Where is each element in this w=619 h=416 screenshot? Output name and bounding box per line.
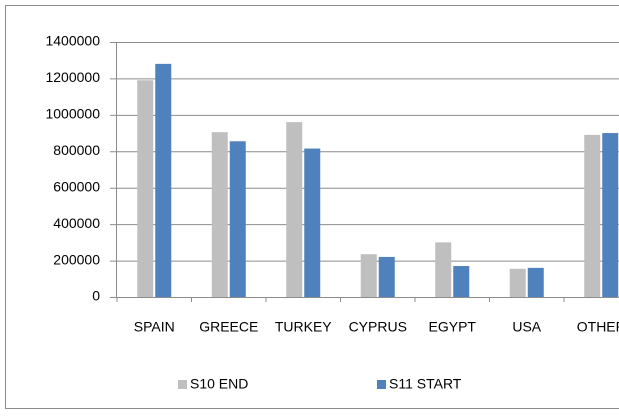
y-tick-label: 1000000: [45, 106, 100, 122]
bar: [509, 268, 526, 297]
legend-label: S11 START: [389, 376, 462, 392]
bar: [527, 267, 544, 297]
bar: [378, 256, 395, 297]
legend-label: S10 END: [190, 376, 248, 392]
bar: [584, 134, 601, 297]
legend-swatch: [377, 380, 386, 389]
bar: [360, 254, 377, 297]
bar: [229, 141, 246, 297]
bar: [155, 63, 172, 297]
x-tick-label: SPAIN: [134, 319, 175, 335]
y-tick-label: 400000: [53, 215, 100, 231]
bar: [435, 242, 452, 297]
x-tick-label: CYPRUS: [349, 319, 407, 335]
bar: [602, 133, 619, 297]
legend-swatch: [178, 380, 187, 389]
y-tick-label: 800000: [53, 142, 100, 158]
x-tick-label: TURKEY: [275, 319, 332, 335]
y-tick-label: 200000: [53, 251, 100, 267]
y-tick-label: 0: [92, 288, 100, 304]
y-tick-label: 600000: [53, 178, 100, 194]
y-tick-label: 1400000: [45, 33, 100, 49]
bar: [286, 122, 303, 298]
x-tick-label: EGYPT: [429, 319, 477, 335]
bar: [453, 266, 470, 297]
x-tick-label: USA: [512, 319, 541, 335]
x-tick-label: OTHER: [577, 319, 619, 335]
bar: [304, 148, 321, 297]
bar: [137, 80, 154, 297]
y-tick-label: 1200000: [45, 69, 100, 85]
x-tick-label: GREECE: [199, 319, 258, 335]
bar: [211, 132, 228, 297]
